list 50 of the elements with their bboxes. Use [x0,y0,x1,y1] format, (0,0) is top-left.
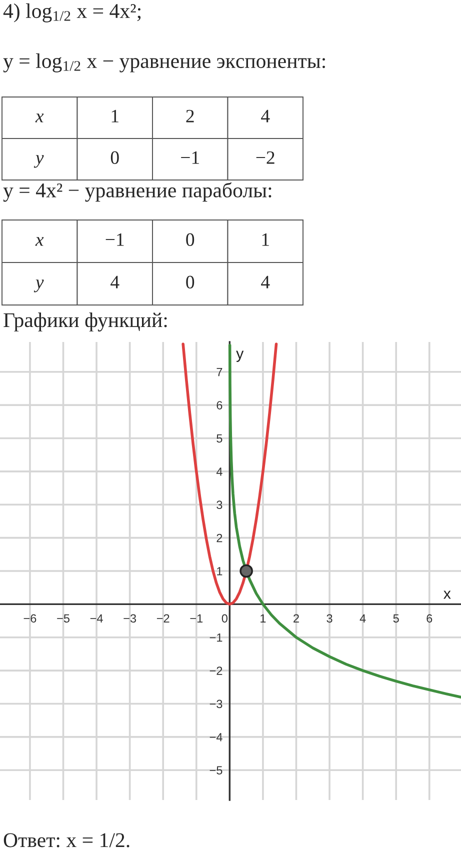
y-tick-label: 7 [216,368,222,376]
y-tick-label: 1 [217,567,222,576]
line-series [182,342,278,606]
data-label: 4 [110,276,120,288]
text: x [35,237,44,246]
x-tick-label: −4 [90,614,103,622]
chart-title: Графики функций: [4,312,167,332]
x-axis-title: x [444,590,451,599]
line-series [228,344,461,699]
x-tick-label: 2 [294,614,299,622]
x-tick-label: −6 [24,614,36,623]
x-tick-label: −3 [124,614,136,623]
data-label: −1 [181,151,199,164]
text: y = log$_{1/2}$ x − уравнение экспоненты: [3,53,325,72]
text: x [35,114,44,122]
text: y = 4x² − уравнение параболы: [3,182,272,202]
x-tick-label: 5 [393,614,399,623]
y-tick-label: −3 [210,700,222,708]
y-tick-label: 6 [216,401,222,410]
x-tick-label: 1 [260,614,266,622]
x-tick-label: −1 [190,614,203,622]
x-tick-label: 3 [326,614,332,623]
category-label: −1 [106,233,124,246]
category-label: 4 [261,110,270,122]
category-label: 1 [112,110,118,122]
y-tick-label: 5 [216,434,222,443]
x-tick-label: −2 [156,614,170,622]
y-tick-label: −1 [210,634,222,642]
category-label: 1 [262,233,269,246]
data-label: 0 [110,151,119,164]
data-label: −2 [256,151,274,164]
y-tick-label: −2 [210,666,222,675]
x-tick-label: 0 [222,614,228,623]
y-tick-label: 3 [216,500,222,510]
data-label: 0 [186,233,194,246]
y-tick-label: 4 [216,468,222,476]
text: 4) log$_{1/2}$ x = 4x²; [3,3,141,22]
text: y [34,280,44,292]
y-axis-title: y [236,350,244,362]
data-label: 4 [261,276,270,288]
x-tick-label: 6 [426,614,432,623]
text: Ответ: x = 1/2. [4,833,130,848]
y-tick-label: 2 [216,534,222,542]
y-tick-label: −4 [210,733,222,742]
category-label: 2 [186,110,194,122]
category-label: 0 [186,276,194,288]
text: y [34,155,44,168]
y-tick-label: −5 [210,766,222,775]
x-tick-label: −5 [57,614,70,623]
x-tick-label: 4 [360,614,366,622]
